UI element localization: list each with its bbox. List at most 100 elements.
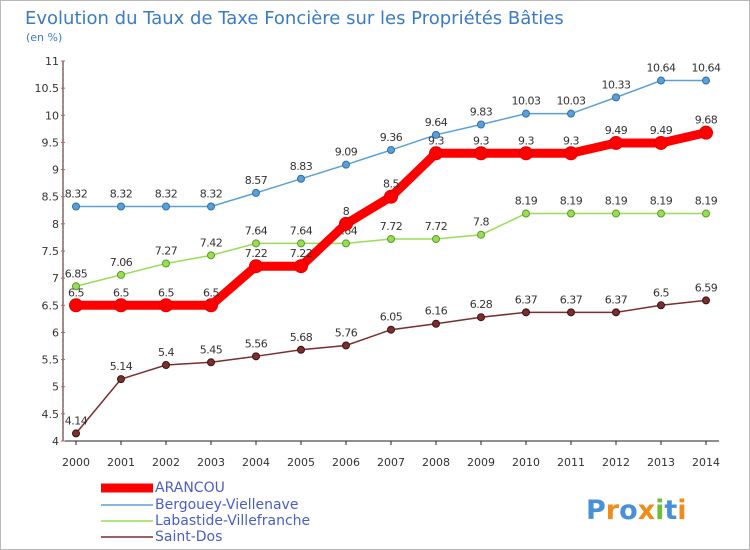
data-point bbox=[657, 301, 665, 310]
data-point bbox=[117, 375, 125, 384]
data-label: 9.83 bbox=[470, 106, 493, 119]
data-label: 8.19 bbox=[560, 195, 583, 208]
x-tick-label: 2014 bbox=[692, 456, 720, 469]
y-tick-label: 5.5 bbox=[42, 354, 60, 367]
y-tick-label: 10 bbox=[45, 109, 59, 122]
data-label: 8.32 bbox=[110, 187, 133, 200]
data-label: 5.4 bbox=[158, 346, 174, 359]
data-point bbox=[387, 235, 395, 244]
data-point bbox=[654, 135, 668, 150]
logo-letter: x bbox=[638, 495, 655, 526]
data-point bbox=[252, 239, 260, 248]
data-label: 9.49 bbox=[650, 124, 673, 137]
data-point bbox=[207, 358, 215, 367]
data-point bbox=[474, 146, 488, 161]
data-point bbox=[702, 296, 710, 305]
data-point bbox=[249, 259, 263, 274]
data-label: 6.85 bbox=[65, 267, 88, 280]
data-label: 8.5 bbox=[383, 178, 399, 191]
data-point bbox=[72, 202, 80, 211]
data-point bbox=[384, 189, 398, 204]
data-label: 8.19 bbox=[695, 195, 718, 208]
legend-label: Labastide-Villefranche bbox=[155, 513, 310, 529]
x-tick-label: 2008 bbox=[422, 456, 450, 469]
legend-label: Bergouey-Viellenave bbox=[155, 497, 298, 513]
data-point bbox=[162, 202, 170, 211]
data-point bbox=[699, 125, 713, 140]
y-tick-label: 7 bbox=[52, 272, 59, 285]
data-label: 8.32 bbox=[65, 187, 88, 200]
data-point bbox=[432, 130, 440, 139]
logo-letter: i bbox=[677, 495, 686, 526]
y-tick-label: 11 bbox=[45, 55, 59, 68]
series-line bbox=[71, 128, 711, 310]
data-label: 7.64 bbox=[290, 224, 313, 237]
x-tick-label: 2006 bbox=[332, 456, 360, 469]
x-tick-label: 2010 bbox=[512, 456, 540, 469]
data-label: 10.64 bbox=[647, 62, 676, 75]
data-label: 10.64 bbox=[692, 62, 721, 75]
data-label: 8 bbox=[343, 205, 350, 218]
series-3: 4.14 5.14 5.4 5.45 5.56 5.68 5.76 6.05 6.16 6.28 6… bbox=[65, 281, 718, 438]
data-label: 7.22 bbox=[245, 247, 268, 260]
y-tick-label: 5 bbox=[52, 381, 59, 394]
data-label: 9.3 bbox=[563, 134, 579, 147]
data-point bbox=[429, 146, 443, 161]
data-label: 6.59 bbox=[695, 281, 718, 294]
data-label: 9.09 bbox=[335, 146, 358, 159]
data-point bbox=[117, 202, 125, 211]
data-point bbox=[432, 235, 440, 244]
data-label: 6.5 bbox=[68, 286, 84, 299]
series-1: 8.32 8.32 8.32 8.32 8.57 8.83 9.09 9.36 9.64 9.83… bbox=[65, 62, 721, 211]
data-label: 6.37 bbox=[515, 293, 538, 306]
data-point bbox=[204, 298, 218, 313]
y-tick-label: 4 bbox=[52, 435, 59, 448]
data-label: 9.3 bbox=[428, 134, 444, 147]
data-label: 10.03 bbox=[512, 95, 541, 108]
data-point bbox=[477, 120, 485, 129]
data-point bbox=[567, 209, 575, 218]
logo-letter: t bbox=[664, 495, 677, 526]
x-tick-label: 2005 bbox=[287, 456, 315, 469]
logo-text: Proxiti bbox=[586, 495, 687, 526]
data-label: 6.5 bbox=[203, 286, 219, 299]
data-point bbox=[117, 270, 125, 279]
x-tick-label: 2007 bbox=[377, 456, 405, 469]
data-point bbox=[564, 146, 578, 161]
data-label: 7.64 bbox=[245, 224, 268, 237]
x-tick-label: 2002 bbox=[152, 456, 180, 469]
chart-title: Evolution du Taux de Taxe Foncière sur l… bbox=[25, 8, 564, 29]
data-label: 5.68 bbox=[290, 331, 313, 344]
series-0: 6.5 6.5 6.5 6.5 7.22 7.22 8 8.5 9.3 9.3 9.3 9.3 9.49… bbox=[68, 114, 718, 313]
data-label: 6.05 bbox=[380, 311, 403, 324]
data-label: 9.68 bbox=[695, 114, 718, 127]
data-label: 7.8 bbox=[473, 216, 489, 229]
data-point bbox=[657, 76, 665, 85]
data-label: 9.49 bbox=[605, 124, 628, 137]
data-label: 10.03 bbox=[557, 95, 586, 108]
x-tick-label: 2000 bbox=[62, 456, 90, 469]
data-label: 6.37 bbox=[560, 293, 583, 306]
data-point bbox=[297, 239, 305, 248]
data-point bbox=[294, 259, 308, 274]
data-point bbox=[612, 308, 620, 317]
data-label: 9.3 bbox=[473, 134, 489, 147]
legend-label: Saint-Dos bbox=[155, 529, 222, 545]
legend-label: ARANCOU bbox=[155, 480, 225, 496]
data-point bbox=[252, 352, 260, 361]
series-2: 6.857.067.277.427.64 7.64 7.64 7.72 7.72 7.88… bbox=[65, 195, 718, 291]
logo-letter: i bbox=[655, 495, 664, 526]
x-tick-label: 2003 bbox=[197, 456, 225, 469]
data-point bbox=[522, 209, 530, 218]
y-tick-label: 10.5 bbox=[35, 82, 60, 95]
x-tick-label: 2004 bbox=[242, 456, 270, 469]
y-tick-label: 8.5 bbox=[42, 191, 60, 204]
data-point bbox=[477, 313, 485, 322]
data-point bbox=[162, 259, 170, 268]
logo-letter: o bbox=[619, 495, 638, 526]
data-label: 8.83 bbox=[290, 160, 313, 173]
x-tick-label: 2009 bbox=[467, 456, 495, 469]
data-label: 8.32 bbox=[200, 187, 223, 200]
